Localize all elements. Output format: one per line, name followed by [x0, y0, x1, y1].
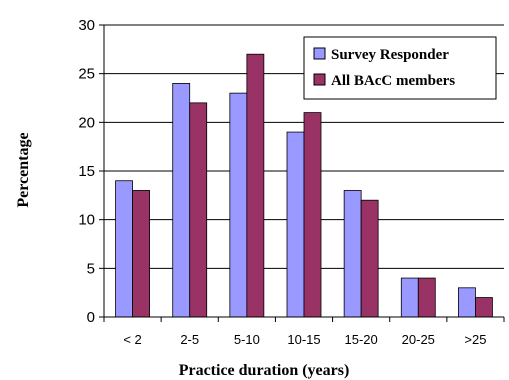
x-tick-label: >25: [464, 332, 486, 347]
x-tick-label: < 2: [123, 332, 141, 347]
x-tick-label: 5-10: [234, 332, 260, 347]
bar-survey-responder: [458, 287, 476, 318]
legend: Survey Responder All BAcC members: [303, 36, 497, 100]
y-tick-label: 10: [78, 212, 95, 229]
y-tick-label: 5: [87, 260, 95, 277]
bar-all-bacc-members: [360, 199, 379, 318]
y-tick-labels: 0 5 10 15 20 25 30: [78, 17, 95, 326]
y-tick-label: 20: [78, 114, 95, 131]
legend-box: [303, 36, 497, 100]
bar-all-bacc-members: [246, 53, 265, 318]
bar-survey-responder: [400, 277, 419, 318]
y-tick-label: 30: [78, 17, 95, 34]
bar-survey-responder: [229, 92, 248, 318]
bar-all-bacc-members: [417, 277, 436, 318]
legend-swatch-all-bacc-members: [313, 73, 326, 86]
bar-all-bacc-members: [189, 102, 208, 318]
legend-label-all-bacc-members: All BAcC members: [331, 73, 455, 89]
x-axis-title: Practice duration (years): [179, 362, 350, 379]
x-tick-label: 20-25: [402, 332, 435, 347]
legend-label-survey-responder: Survey Responder: [331, 47, 449, 63]
y-tick-label: 25: [78, 66, 95, 83]
bar-all-bacc-members: [303, 112, 322, 318]
x-tick-labels: < 2 2-5 5-10 10-15 15-20 20-25 >25: [123, 332, 486, 347]
x-tick-label: 2-5: [180, 332, 199, 347]
y-tick-label: 15: [78, 163, 95, 180]
bar-all-bacc-members: [132, 190, 150, 318]
bar-survey-responder: [343, 190, 362, 318]
y-axis-title: Percentage: [15, 132, 32, 207]
bars: [115, 53, 493, 318]
bar-survey-responder: [286, 131, 305, 318]
x-tick-label: 15-20: [345, 332, 378, 347]
legend-swatch-survey-responder: [313, 47, 326, 60]
axes: [103, 25, 505, 322]
bar-survey-responder: [172, 83, 191, 318]
y-tick-label: 0: [87, 309, 95, 326]
x-tick-label: 10-15: [287, 332, 320, 347]
bar-all-bacc-members: [475, 297, 493, 318]
bar-survey-responder: [115, 180, 133, 318]
